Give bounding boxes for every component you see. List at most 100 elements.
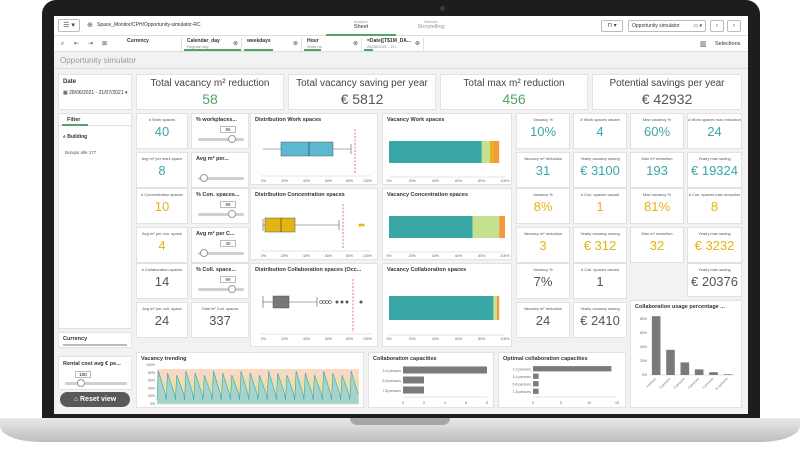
- vacancy-concentration-chart[interactable]: Vacancy Concentration spaces 0% 20% 40% 60%…: [382, 188, 512, 260]
- close-icon[interactable]: ⊗: [414, 41, 420, 47]
- x-axis-ticks: 0% 20% 40% 60% 80% 100%: [261, 337, 372, 341]
- rental-cost-slider[interactable]: Rental cost avg € pe... 100: [58, 356, 132, 390]
- tab-sheet[interactable]: Analyze Sheet: [326, 19, 396, 36]
- tick-label: 40%: [432, 337, 439, 341]
- menu-button[interactable]: ☰ ▾: [58, 19, 80, 32]
- slider-track[interactable]: [198, 285, 244, 293]
- rental-value[interactable]: 100: [75, 371, 91, 378]
- collaboration-capacities-chart[interactable]: Collaboration capacities 3-4 persons 5-6 …: [368, 352, 494, 408]
- home-icon: ⌂: [73, 396, 79, 403]
- chip-value: 28/06/2021 - 21/...: [367, 44, 400, 49]
- bar-segment: [389, 141, 482, 163]
- globe-icon: ⊕: [87, 22, 93, 29]
- close-icon[interactable]: ⊗: [292, 41, 298, 47]
- slider-knob[interactable]: [228, 135, 236, 143]
- kpi-value: 193: [646, 163, 668, 178]
- date-value[interactable]: ▦ 28/06/2021 - 21/07/2021 ▾: [63, 90, 129, 96]
- kpi-value: € 3232: [694, 238, 735, 253]
- step-forward-icon[interactable]: ⇥: [87, 41, 94, 47]
- work_row-k2: # Work spaces vacant 4: [573, 113, 627, 149]
- bar: [403, 386, 424, 394]
- kpi-value: 24: [535, 313, 551, 328]
- selection-chip-date[interactable]: =Date([T$1M_DA... 28/06/2021 - 21/... ⊗: [364, 38, 424, 51]
- bookmark-button[interactable]: ⊓ ▾: [601, 20, 623, 32]
- rental-slider-knob[interactable]: [77, 379, 85, 387]
- bar: [723, 374, 733, 375]
- tick-label: 80%: [346, 337, 353, 341]
- camera-dot: [440, 6, 445, 11]
- kpi-value: 8: [158, 163, 166, 178]
- vacancy-work-chart[interactable]: Vacancy Work spaces 0% 20% 40% 60% 80% 100%: [382, 113, 512, 185]
- distribution-collaboration-chart[interactable]: Distribution Collaboration spaces (Occ..…: [250, 263, 378, 347]
- vacancy-trending-chart[interactable]: Vacancy trending 0% 20% 40% 60% 80% 100%: [136, 352, 364, 408]
- vacancy-collaboration-chart[interactable]: Vacancy Collaboration spaces 0% 20% 40% 60%…: [382, 263, 512, 347]
- selection-chip-currency[interactable]: Currency: [124, 38, 182, 51]
- kpi-title: Total max m² reduction: [463, 78, 565, 89]
- slider-track[interactable]: [198, 174, 244, 182]
- optimal-capacities-chart[interactable]: Optimal collaboration capacities 1-2 per…: [498, 352, 626, 408]
- selection-chip-hour[interactable]: Hour Work ho ⊗: [304, 38, 362, 51]
- smart-search-icon[interactable]: ⌕: [60, 41, 65, 47]
- kpi-value: € 312: [583, 238, 617, 253]
- filter-tab[interactable]: Filter: [67, 117, 81, 123]
- slider-value[interactable]: 40: [220, 240, 236, 247]
- selections-button[interactable]: Selections: [715, 41, 741, 47]
- selection-chip-calendar-day[interactable]: Calendar_day Regular day ⊗: [184, 38, 242, 51]
- reset-view-button[interactable]: ⌂ Reset view: [60, 392, 130, 407]
- coll_row-avg-kpi: Avg m² per coll. space 24: [136, 302, 188, 338]
- tick-label: 2: [423, 401, 425, 405]
- hamburger-icon: ☰ ▾: [63, 22, 75, 29]
- tick-label: 5: [560, 401, 562, 405]
- slider-knob[interactable]: [228, 210, 236, 218]
- collaboration-usage-chart[interactable]: Collaboration usage percentage ... 0% 20%…: [630, 300, 742, 408]
- close-icon[interactable]: ⊗: [352, 41, 358, 47]
- distribution-work-chart[interactable]: Distribution Work spaces 0% 20% 40% 60% …: [250, 113, 378, 185]
- tick-label: 0%: [261, 254, 266, 258]
- bar-segment: [481, 141, 490, 163]
- work_row-k1: Vacancy % 10%: [516, 113, 570, 149]
- slider-knob[interactable]: [200, 174, 208, 182]
- chip-title: Calendar_day: [187, 38, 220, 44]
- currency-filter[interactable]: Currency: [58, 332, 132, 348]
- next-sheet-button[interactable]: ›: [727, 20, 741, 32]
- outliers-dense: [335, 300, 363, 304]
- sheet-selector[interactable]: Opportunity simulator ▭ ▾: [628, 20, 706, 32]
- selection-chip-weekdays[interactable]: weekdays ⊗: [244, 38, 302, 51]
- slider-track[interactable]: [198, 249, 244, 257]
- slider-knob[interactable]: [200, 249, 208, 257]
- close-icon[interactable]: ⊗: [232, 41, 238, 47]
- date-panel[interactable]: Date ▦ 28/06/2021 - 21/07/2021 ▾: [58, 74, 132, 110]
- clear-all-icon[interactable]: ⊠: [101, 41, 108, 47]
- slider-value[interactable]: 98: [220, 201, 236, 208]
- slider-track[interactable]: [198, 135, 244, 143]
- building-filter[interactable]: ⌕ Building: [63, 134, 87, 140]
- kpi-value: 24: [707, 124, 722, 139]
- kpi-label: # Con. spaces max reduction: [688, 192, 741, 197]
- chart-title: Vacancy trending: [141, 356, 187, 362]
- distribution-concentration-chart[interactable]: Distribution Concentration spaces 0% 20%…: [250, 188, 378, 260]
- tab-storytelling[interactable]: Narrate Storytelling: [396, 19, 466, 30]
- prev-sheet-button[interactable]: ‹: [710, 20, 724, 32]
- step-back-icon[interactable]: ⇤: [73, 41, 80, 47]
- category-label: 1 person: [645, 377, 657, 389]
- rental-slider-track[interactable]: [65, 379, 127, 387]
- chip-title: =Date([T$1M_DA...: [367, 38, 412, 44]
- building-value[interactable]: Borups alle 177: [65, 150, 97, 155]
- tick-label: 0%: [386, 254, 391, 258]
- bar: [709, 372, 718, 375]
- coll_row-slider1[interactable]: % Coll. space... 99: [191, 263, 249, 299]
- selections-icon[interactable]: ▥: [700, 41, 707, 48]
- conc_row-slider1[interactable]: % Con. spaces... 98: [191, 188, 249, 224]
- conc_row-slider2[interactable]: Avg m² per C... 40: [191, 227, 249, 263]
- bar: [533, 366, 612, 372]
- work_row-slider1[interactable]: % workplaces... 95: [191, 113, 249, 149]
- slider-value[interactable]: 99: [220, 276, 236, 283]
- box: [264, 217, 296, 233]
- tick-label: 40%: [432, 254, 439, 258]
- work_row-spaces-kpi: # Work spaces 40: [136, 113, 188, 149]
- slider-value[interactable]: 95: [220, 126, 236, 133]
- slider-knob[interactable]: [228, 285, 236, 293]
- work_row-slider2[interactable]: Avg m² per...: [191, 152, 249, 188]
- slider-track[interactable]: [198, 210, 244, 218]
- bar: [403, 376, 424, 384]
